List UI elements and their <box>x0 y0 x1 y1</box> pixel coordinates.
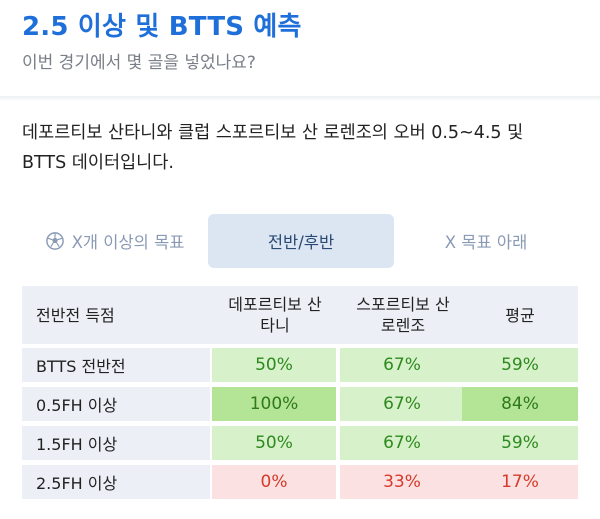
section-header: 2.5 이상 및 BTTS 예측 이번 경기에서 몇 골을 넣었나요? <box>0 0 600 96</box>
value-cell: 67% <box>340 348 464 382</box>
value-cell: 33% <box>340 465 464 499</box>
tab-under-x-goals[interactable]: X 목표 아래 <box>394 214 578 268</box>
header-average: 평균 <box>505 305 535 325</box>
header-team-away-label: 스포르티보 산 로렌조 <box>356 295 450 335</box>
tab-over-x-goals-label: X개 이상의 목표 <box>71 233 185 252</box>
value-cell: 0% <box>212 465 336 499</box>
description-line-1: 데포르티보 산타니와 클럽 스포르티보 산 로렌조의 오버 0.5~4.5 및 <box>22 123 524 143</box>
row-label: 1.5FH 이상 <box>22 426 210 460</box>
value-cell: 67% <box>340 387 464 421</box>
value-cell: 50% <box>212 426 336 460</box>
row-label: BTTS 전반전 <box>22 348 210 382</box>
table-row: 2.5FH 이상 0% 33% 17% <box>22 465 578 499</box>
header-first-half-goals: 전반전 득점 <box>36 305 115 325</box>
row-label: 2.5FH 이상 <box>22 465 210 499</box>
tab-under-x-goals-label: X 목표 아래 <box>444 233 528 252</box>
value-cell: 50% <box>212 348 336 382</box>
tab-first-second-half[interactable]: 전반/후반 <box>208 214 394 268</box>
description-text: 데포르티보 산타니와 클럽 스포르티보 산 로렌조의 오버 0.5~4.5 및 … <box>22 118 582 178</box>
row-label: 0.5FH 이상 <box>22 387 210 421</box>
section-subtitle: 이번 경기에서 몇 골을 넣었나요? <box>22 53 256 73</box>
section-title: 2.5 이상 및 BTTS 예측 <box>22 12 302 42</box>
table-row: 0.5FH 이상 100% 67% 84% <box>22 387 578 421</box>
description-line-2: BTTS 데이터입니다. <box>22 153 174 173</box>
value-cell: 100% <box>212 387 336 421</box>
soccer-ball-icon <box>45 232 64 250</box>
header-team-home: 데포르티보 산 타니 <box>212 286 338 344</box>
header-divider <box>0 96 600 101</box>
value-cell: 17% <box>462 465 578 499</box>
table-row: 1.5FH 이상 50% 67% 59% <box>22 426 578 460</box>
table-row: BTTS 전반전 50% 67% 59% <box>22 348 578 382</box>
tab-bar: X개 이상의 목표 전반/후반 X 목표 아래 <box>22 214 578 268</box>
value-cell: 59% <box>462 426 578 460</box>
header-team-home-label: 데포르티보 산 타니 <box>228 295 322 335</box>
value-cell: 84% <box>462 387 578 421</box>
header-team-away: 스포르티보 산 로렌조 <box>340 286 466 344</box>
value-cell: 67% <box>340 426 464 460</box>
value-cell: 59% <box>462 348 578 382</box>
tab-first-second-half-label: 전반/후반 <box>267 233 335 252</box>
table-header-row: 전반전 득점 데포르티보 산 타니 스포르티보 산 로렌조 평균 <box>22 286 578 344</box>
tab-over-x-goals[interactable]: X개 이상의 목표 <box>22 214 208 268</box>
